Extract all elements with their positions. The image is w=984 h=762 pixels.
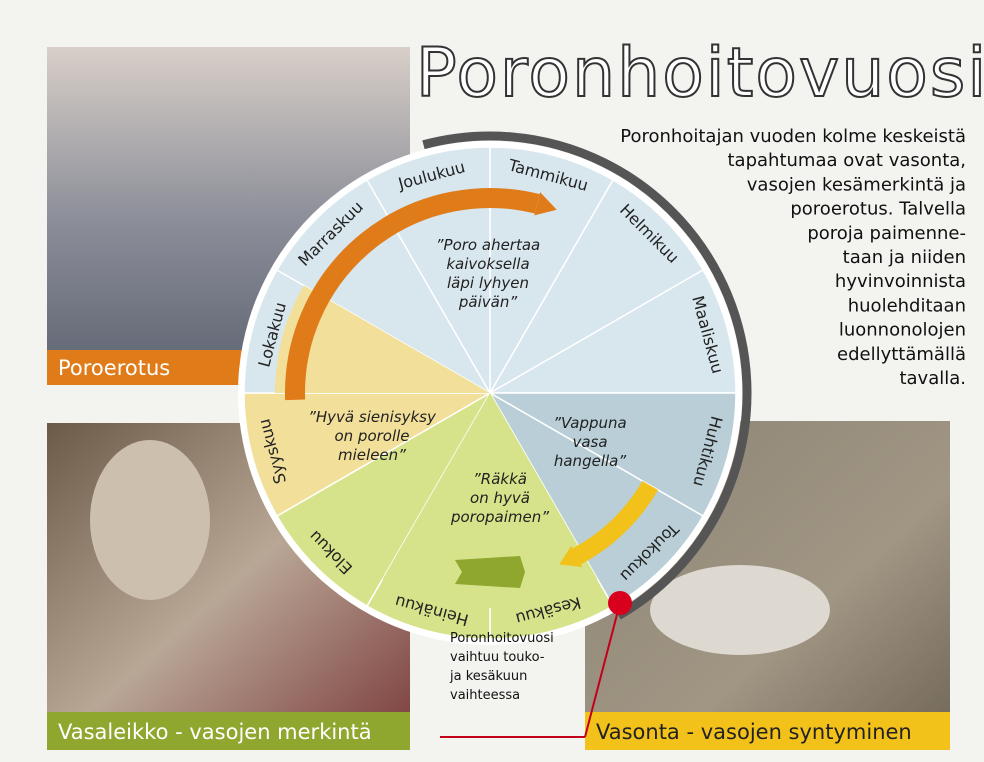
intro-line: vasojen kesämerkintä ja xyxy=(747,174,966,195)
intro-line: tapahtumaa ovat vasonta, xyxy=(728,150,967,171)
caption: Poroerotus xyxy=(58,356,170,380)
quote-line: vasa xyxy=(572,433,607,451)
intro-line: poroerotus. Talvella xyxy=(790,199,966,220)
intro-line: taan ja niiden xyxy=(843,247,966,268)
quote-line: ”Vappuna xyxy=(553,414,627,432)
note-line: ja kesäkuun xyxy=(449,669,527,684)
marking-arrow xyxy=(455,556,525,588)
intro-line: hyvinvoinnista xyxy=(835,271,966,292)
quote-line: ”Räkkä xyxy=(473,470,527,488)
intro-line: huolehditaan xyxy=(848,295,966,316)
caption: Vasaleikko - vasojen merkintä xyxy=(58,720,372,744)
year-change-marker xyxy=(608,591,632,615)
quote-line: on hyvä xyxy=(470,489,530,507)
note-line: vaihtuu touko- xyxy=(450,650,545,665)
intro-line: poroja paimenne- xyxy=(807,223,966,244)
intro-line: luonnonolojen xyxy=(839,320,966,341)
quote-line: päivän” xyxy=(458,293,517,311)
quote-line: poropaimen” xyxy=(450,508,549,526)
note-line: vaihteessa xyxy=(450,688,520,703)
intro-line: edellyttämällä xyxy=(837,344,966,365)
note-line: Poronhoitovuosi xyxy=(450,631,554,646)
photo-detail xyxy=(650,565,830,655)
photo-detail xyxy=(90,440,210,600)
quote-line: ”Hyvä sienisyksy xyxy=(308,408,437,426)
title: Poronhoitovuosi xyxy=(416,34,984,113)
intro-line: Poronhoitajan vuoden kolme keskeistä xyxy=(620,126,966,147)
caption: Vasonta - vasojen syntyminen xyxy=(596,720,912,744)
quote-line: ”Poro ahertaa xyxy=(436,236,540,254)
quote-line: läpi lyhyen xyxy=(447,274,529,292)
quote-line: kaivoksella xyxy=(446,255,529,273)
quote-line: on porolle xyxy=(334,427,409,445)
quote-line: hangella” xyxy=(554,452,626,470)
infographic: Poroerotus Vasaleikko - vasojen merkintä… xyxy=(0,0,984,762)
intro-line: tavalla. xyxy=(899,368,966,389)
quote-line: mieleen” xyxy=(338,446,406,464)
